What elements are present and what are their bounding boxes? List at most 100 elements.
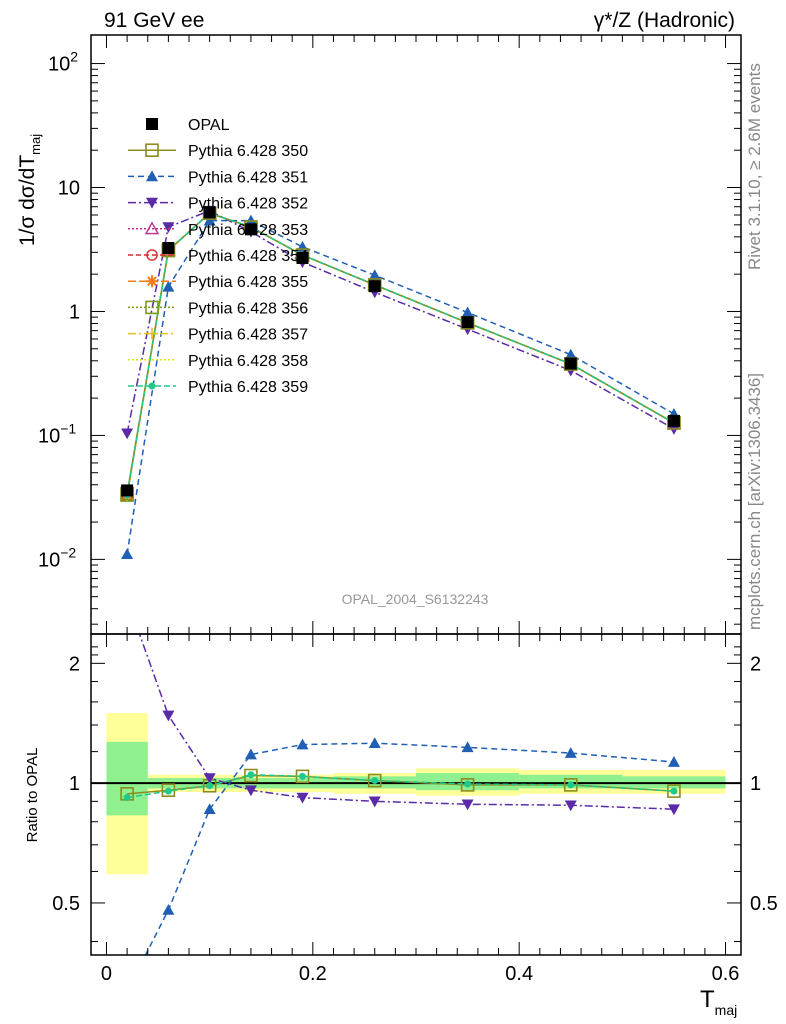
ratio-point-p352 bbox=[368, 796, 381, 808]
point-p351 bbox=[244, 214, 257, 226]
ratio-point-p351 bbox=[203, 803, 216, 815]
legend-marker-p355 bbox=[146, 275, 158, 288]
legend-marker-p351 bbox=[146, 170, 158, 182]
ratio-point-p351 bbox=[368, 737, 381, 749]
mcplots-label: mcplots.cern.ch [arXiv:1306.3436] bbox=[745, 373, 764, 630]
ratio-y-tick-label: 1 bbox=[69, 773, 80, 795]
legend-label-p355: Pythia 6.428 355 bbox=[188, 274, 308, 291]
legend-label-opal: OPAL bbox=[188, 117, 230, 134]
header-right: γ*/Z (Hadronic) bbox=[594, 9, 735, 32]
ratio-point-p359 bbox=[464, 780, 472, 788]
ratio-point-p352 bbox=[667, 804, 680, 816]
point-p351 bbox=[203, 214, 216, 226]
ratio-panel: 0 0.2 0.4 0.6 2 2 1 1 0.5 0.5 bbox=[52, 594, 778, 985]
x-tick-label: 0.4 bbox=[505, 963, 533, 985]
y-tick-exp: 2 bbox=[70, 49, 78, 65]
point-opal bbox=[162, 242, 175, 255]
xlabel-sub: maj bbox=[715, 1002, 738, 1018]
series-line-p352 bbox=[126, 209, 675, 434]
ratio-point-p359 bbox=[247, 771, 255, 779]
legend-marker-p354 bbox=[146, 249, 158, 261]
xlabel-text: T bbox=[700, 986, 715, 1013]
ratio-point-p352 bbox=[121, 594, 133, 605]
point-opal bbox=[461, 316, 474, 329]
legend-marker-p352 bbox=[146, 197, 158, 209]
series-opal bbox=[121, 206, 680, 497]
point-p352 bbox=[162, 222, 175, 234]
point-p352 bbox=[121, 428, 134, 440]
ratio-point-p352 bbox=[461, 799, 474, 811]
xlabel: Tmaj bbox=[700, 986, 737, 1018]
legend-item-p351: Pythia 6.428 351 bbox=[128, 169, 308, 186]
ratio-point-p359 bbox=[123, 794, 131, 802]
ratio-point-p359 bbox=[299, 772, 307, 780]
point-p351 bbox=[564, 348, 577, 360]
x-tick-label: 0 bbox=[101, 963, 112, 985]
x-tick-label: 0.6 bbox=[712, 963, 740, 985]
main-ylabel-text: 1/σ dσ/dT bbox=[16, 155, 39, 246]
legend-marker-p353 bbox=[144, 221, 160, 235]
point-opal bbox=[121, 484, 134, 497]
point-p351 bbox=[461, 306, 474, 318]
ratio-point-p359 bbox=[670, 787, 678, 795]
ratio-point-p359 bbox=[206, 782, 214, 790]
y-tick-base: 10 bbox=[38, 549, 60, 571]
y-tick-label: 10−1 bbox=[38, 420, 76, 447]
ratio-point-p352 bbox=[244, 785, 257, 797]
point-opal bbox=[244, 223, 257, 236]
legend-item-p350: Pythia 6.428 350 bbox=[128, 143, 308, 160]
ratio-band-inner bbox=[106, 741, 148, 816]
analysis-watermark: OPAL_2004_S6132243 bbox=[342, 591, 489, 607]
legend: OPAL Pythia 6.428 350 Pythia 6.428 351 Pyth… bbox=[128, 117, 308, 396]
ratio-series-p352 bbox=[121, 594, 680, 816]
ratio-y-tick-label-right: 2 bbox=[750, 653, 761, 675]
legend-item-p355: Pythia 6.428 355 bbox=[128, 274, 308, 291]
y-tick-base: 10 bbox=[48, 54, 70, 76]
y-tick-label: 102 bbox=[48, 49, 78, 76]
main-plot-area bbox=[119, 205, 682, 560]
ratio-point-p352 bbox=[203, 773, 216, 785]
ratio-point-p351 bbox=[461, 741, 474, 753]
point-opal bbox=[667, 414, 680, 427]
legend-label-p359: Pythia 6.428 359 bbox=[188, 379, 308, 396]
header-left: 91 GeV ee bbox=[104, 9, 204, 32]
ratio-point-p351 bbox=[564, 747, 577, 758]
ratio-point-p352 bbox=[296, 792, 309, 804]
legend-marker-p350 bbox=[145, 143, 159, 157]
ratio-point-p352 bbox=[162, 710, 175, 722]
ratio-point-p359 bbox=[567, 781, 575, 789]
legend-label-p356: Pythia 6.428 356 bbox=[188, 300, 308, 317]
legend-marker-opal bbox=[146, 118, 158, 130]
y-tick-exp: −2 bbox=[60, 544, 76, 560]
ratio-point-p359 bbox=[371, 777, 379, 785]
y-tick-base: 10 bbox=[38, 425, 60, 447]
y-tick-label: 10−2 bbox=[38, 544, 76, 571]
ratio-point-p351 bbox=[296, 738, 309, 750]
ratio-point-p350 bbox=[460, 778, 475, 792]
point-opal bbox=[368, 280, 381, 293]
point-opal bbox=[203, 206, 216, 219]
ratio-y-tick-label-right: 0.5 bbox=[750, 893, 778, 915]
point-opal bbox=[564, 357, 577, 370]
ratio-point-p351 bbox=[162, 904, 175, 915]
point-opal bbox=[296, 252, 309, 265]
legend-marker-p356 bbox=[145, 300, 159, 315]
ratio-y-tick-label: 0.5 bbox=[52, 893, 80, 915]
legend-label-p354: Pythia 6.428 354 bbox=[188, 248, 308, 265]
y-tick-exp: −1 bbox=[60, 420, 76, 436]
legend-item-p352: Pythia 6.428 352 bbox=[128, 196, 308, 213]
svg-text:1/σ dσ/dTmaj: 1/σ dσ/dTmaj bbox=[16, 134, 43, 246]
point-p351 bbox=[121, 548, 134, 560]
legend-marker-p357 bbox=[146, 327, 158, 340]
point-p351 bbox=[162, 280, 175, 292]
ratio-point-p359 bbox=[164, 787, 172, 795]
legend-label-p351: Pythia 6.428 351 bbox=[188, 169, 308, 186]
legend-label-p353: Pythia 6.428 353 bbox=[188, 222, 308, 239]
point-p351 bbox=[368, 269, 381, 281]
legend-item-opal: OPAL bbox=[146, 117, 230, 134]
ratio-point-p351 bbox=[244, 748, 257, 760]
legend-label-p358: Pythia 6.428 358 bbox=[188, 353, 308, 370]
y-tick-label: 1 bbox=[69, 301, 80, 323]
main-ylabel-sub: maj bbox=[28, 134, 43, 155]
